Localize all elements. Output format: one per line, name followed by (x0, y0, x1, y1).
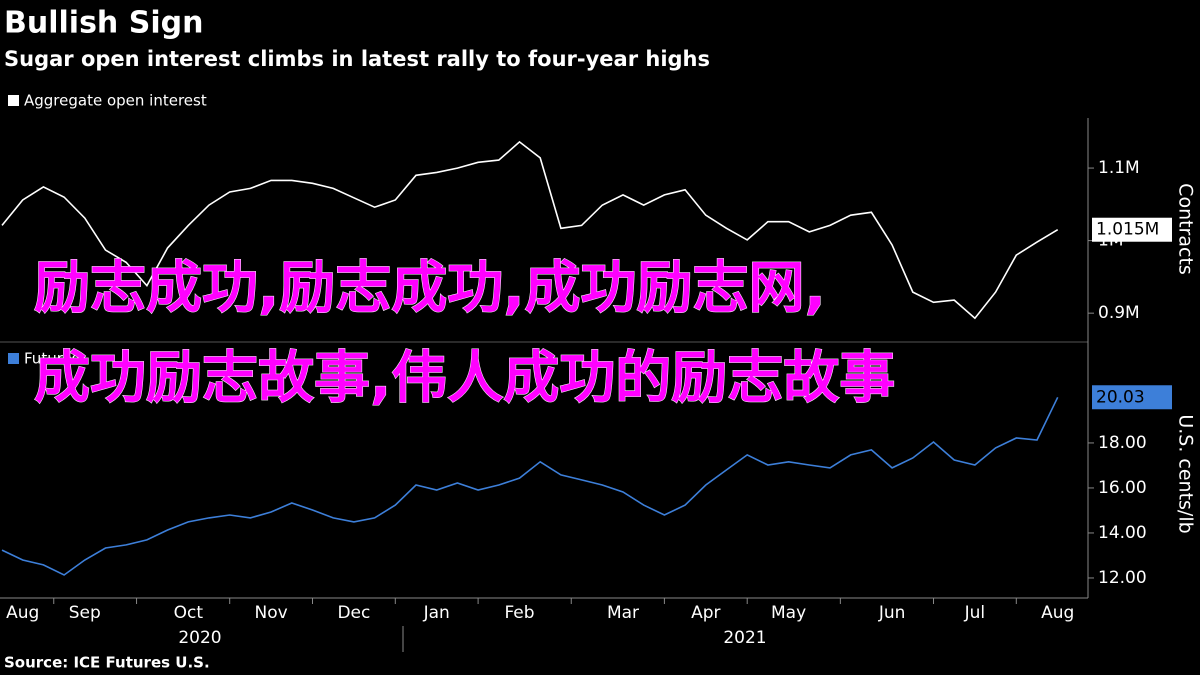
chart-subtitle: Sugar open interest climbs in latest ral… (4, 47, 710, 71)
legend-swatch (8, 353, 19, 364)
y-tick-label: 18.00 (1098, 433, 1147, 453)
y-axis-title: U.S. cents/lb (1175, 414, 1197, 533)
end-label: 20.03 (1096, 387, 1145, 407)
x-tick-label: Jun (878, 603, 906, 623)
y-tick-label: 0.9M (1098, 303, 1140, 323)
y-tick-label: 16.00 (1098, 478, 1147, 498)
source: Source: ICE Futures U.S. (4, 654, 210, 672)
x-tick-label: Mar (607, 603, 639, 623)
y-axis-title: Contracts (1175, 183, 1197, 275)
overlay-text: 成功励志故事,伟人成功的励志故事 (34, 346, 895, 411)
year-label: 2021 (723, 628, 766, 648)
x-tick-label: Feb (504, 603, 534, 623)
overlay: 励志成功,励志成功,成功励志网, 成功励志故事,伟人成功的励志故事 (34, 256, 896, 412)
x-tick-label: Aug (6, 603, 39, 623)
x-tick-label: Jan (423, 603, 450, 623)
y-tick-label: 14.00 (1098, 523, 1147, 543)
x-tick-label: Aug (1041, 603, 1074, 623)
x-tick-label: May (771, 603, 806, 623)
overlay-text: 励志成功,励志成功,成功励志网, (34, 256, 826, 321)
x-tick-label: Apr (691, 603, 720, 623)
end-label-box (1092, 217, 1172, 242)
legend-label: Aggregate open interest (24, 92, 207, 110)
chart-title: Bullish Sign (4, 6, 203, 41)
data-line (1, 396, 1059, 576)
x-tick-label: Sep (69, 603, 101, 623)
legend-swatch (8, 95, 19, 106)
y-tick-label: 1.1M (1098, 158, 1140, 178)
year-label: 2020 (178, 628, 221, 648)
x-tick-label: Oct (174, 603, 204, 623)
end-label-box (1092, 385, 1172, 410)
data-line (1, 140, 1059, 320)
x-tick-label: Dec (337, 603, 370, 623)
x-tick-label: Nov (255, 603, 288, 623)
legend-label: Futures (24, 350, 80, 368)
end-label: 1.015M (1096, 220, 1159, 240)
x-tick-label: Jul (964, 603, 986, 623)
y-tick-label: 12.00 (1098, 568, 1147, 588)
